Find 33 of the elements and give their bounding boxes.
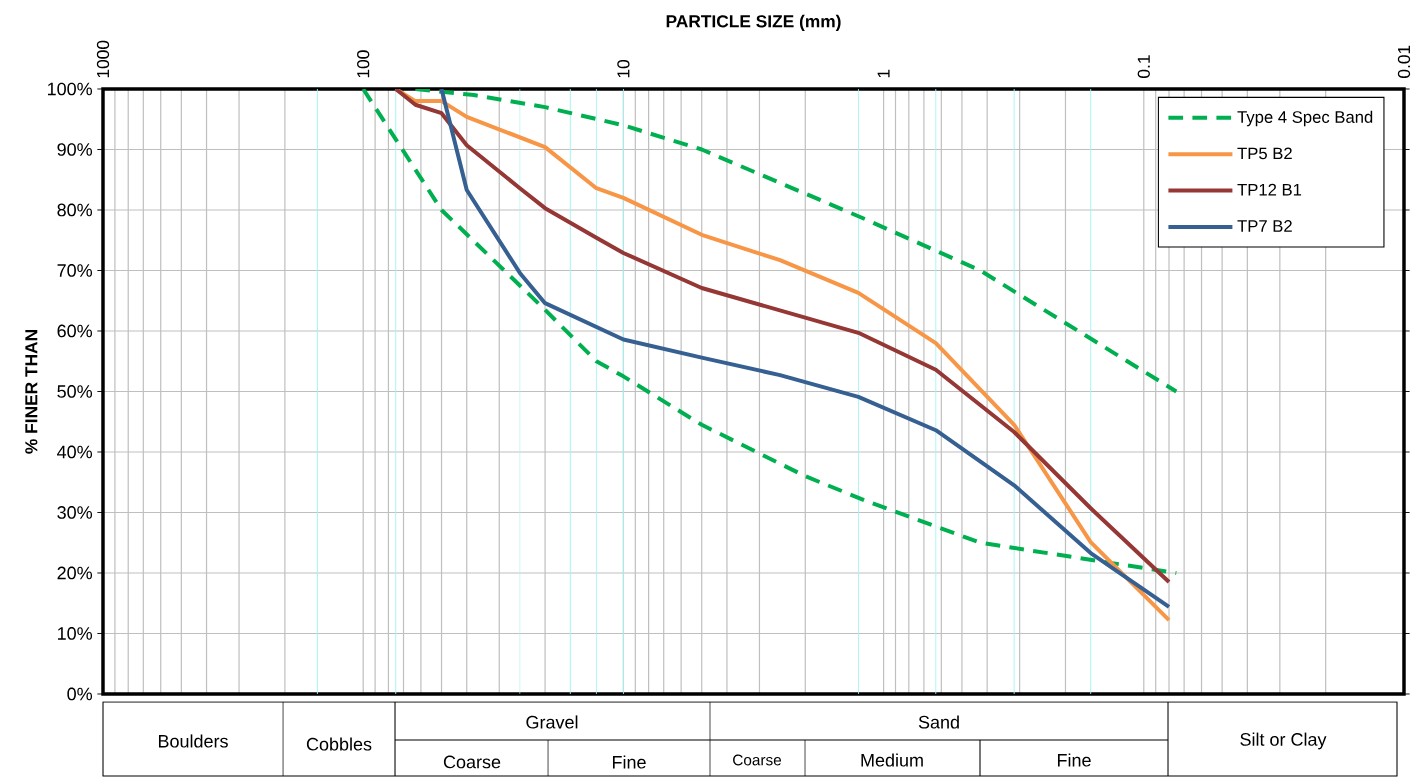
x-tick-label: 10 <box>617 59 630 78</box>
text: Fine <box>1057 753 1091 767</box>
text: Coarse <box>443 755 501 769</box>
x-tick-label: 0.01 <box>1397 45 1411 78</box>
text: Fine <box>612 755 646 769</box>
legend-label: TP7 B2 <box>1237 220 1292 232</box>
y-tick-label: 100% <box>48 82 93 96</box>
y-tick-label: 80% <box>57 203 93 217</box>
y-tick-label: 90% <box>57 143 93 156</box>
y-tick-label: 0% <box>67 687 93 701</box>
x-tick-label: 0.1 <box>1137 55 1150 78</box>
y-tick-label: 40% <box>57 445 93 459</box>
y-tick-label: 60% <box>57 324 93 338</box>
legend-label: Type 4 Spec Band <box>1237 110 1373 127</box>
legend-label: TP5 B2 <box>1237 147 1292 160</box>
y-tick-label: 50% <box>57 385 93 398</box>
text: Sand <box>918 715 959 729</box>
text: Gravel <box>526 715 578 729</box>
text: Cobbles <box>306 737 372 751</box>
text: Boulders <box>158 734 228 748</box>
y-tick-label: 10% <box>58 627 93 640</box>
legend-label: TP12 B1 <box>1237 183 1302 196</box>
y-tick-label: 20% <box>57 566 93 580</box>
x-tick-label: 100 <box>357 50 370 78</box>
text: Coarse <box>733 754 782 766</box>
x-tick-label: 1000 <box>96 40 110 78</box>
text: Medium <box>861 753 923 767</box>
x-tick-label: 1 <box>877 69 890 78</box>
x-axis-title: PARTICLE SIZE (mm) <box>666 14 841 31</box>
y-axis-title: % FINER THAN <box>25 330 38 454</box>
y-tick-label: 30% <box>57 506 93 519</box>
text: Silt or Clay <box>1240 732 1327 750</box>
y-tick-label: 70% <box>57 264 93 277</box>
